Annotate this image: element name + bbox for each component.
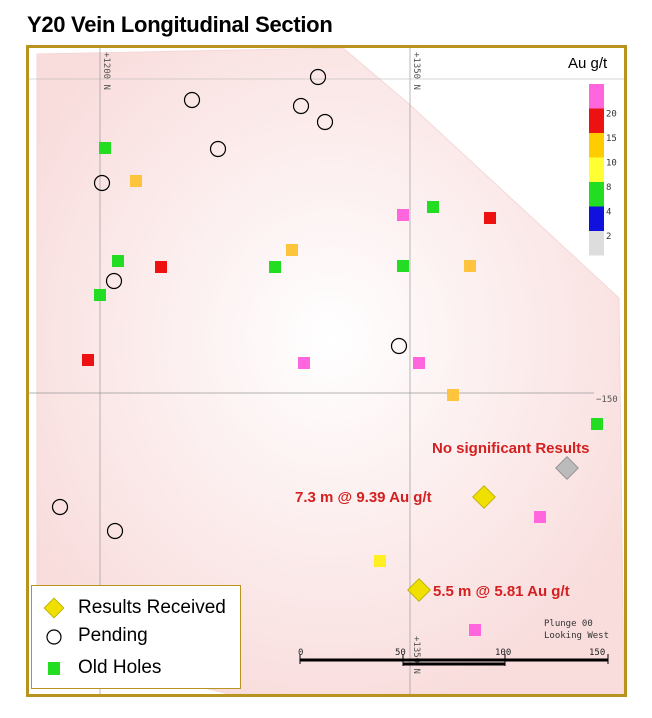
old-hole-marker [397,209,409,221]
old-hole-marker [464,260,476,272]
scale-label-150: 150 [589,648,605,658]
grid-label-1350n-bottom: +1350 N [411,636,421,674]
old-hole-marker [413,357,425,369]
color-band-label: 4 [606,208,611,218]
pending-marker [106,522,124,540]
pending-marker [51,498,69,516]
old-hole-marker [112,255,124,267]
color-band-label: 10 [606,159,617,169]
legend-pending: Pending [40,624,148,648]
scale-label-50: 50 [395,648,406,658]
map-legend: Results Received Pending Old Holes [31,585,241,689]
color-band [589,84,604,109]
annotation-no-significant: No significant Results [432,440,590,457]
old-hole-marker [155,261,167,273]
results-received-layer [407,456,579,602]
pending-marker [292,97,310,115]
old-hole-marker [94,289,106,301]
old-hole-marker [298,357,310,369]
pending-marker [93,174,111,192]
legend-pending-label: Pending [78,625,148,646]
plunge-label: Plunge 00 [544,619,593,629]
result-marker-intercept-2[interactable] [407,578,431,602]
color-band [589,182,604,207]
scale-label-0: 0 [298,648,303,658]
color-band-label: 2 [606,232,611,242]
annotation-intercept-2: 5.5 m @ 5.81 Au g/t [433,583,570,600]
color-scale-title: Au g/t [568,55,608,72]
grid-label-minus150: −150 [596,395,618,405]
pending-marker [309,68,327,86]
old-hole-marker [130,175,142,187]
old-holes-layer [82,142,603,636]
old-hole-marker [82,354,94,366]
result-marker-no-significant[interactable] [555,456,579,480]
legend-results-received: Results Received [40,596,226,620]
au-color-scale: 20 15 10 8 4 2 [589,84,617,256]
color-band-label: 8 [606,183,611,193]
color-band-label: 20 [606,110,617,120]
old-hole-marker [269,261,281,273]
pending-marker [209,140,227,158]
grid-label-1200n: +1200 N [101,52,111,90]
square-icon [48,662,60,675]
old-hole-marker [397,260,409,272]
color-band [589,108,604,133]
legend-old-holes: Old Holes [40,656,161,680]
diamond-icon [43,597,65,619]
old-hole-marker [469,624,481,636]
result-marker-intercept-1[interactable] [472,485,496,509]
old-hole-marker [447,389,459,401]
color-band [589,157,604,182]
old-hole-marker [534,511,546,523]
view-direction-label: Looking West [544,631,609,641]
old-hole-marker [427,201,439,213]
color-band [589,133,604,158]
map-canvas[interactable]: +1200 N +1350 N +1350 N −150 20 15 10 8 4 2 [29,48,624,694]
pending-marker [390,337,408,355]
pending-marker [183,91,201,109]
page-title: Y20 Vein Longitudinal Section [27,12,333,37]
old-hole-marker [286,244,298,256]
circle-icon [46,629,62,645]
scale-label-100: 100 [495,648,511,658]
legend-old-holes-label: Old Holes [78,657,162,678]
scale-bar: 0 50 100 150 [298,648,609,666]
old-hole-marker [591,418,603,430]
old-hole-marker [99,142,111,154]
grid-label-1350n: +1350 N [411,52,421,90]
color-band [589,206,604,231]
color-band-label: 15 [606,134,617,144]
pending-marker [316,113,334,131]
old-hole-marker [484,212,496,224]
color-band [589,231,604,256]
legend-results-received-label: Results Received [78,597,226,618]
old-hole-marker [374,555,386,567]
annotation-intercept-1: 7.3 m @ 9.39 Au g/t [295,489,432,506]
pending-marker [105,272,123,290]
pending-holes-layer [51,68,408,540]
